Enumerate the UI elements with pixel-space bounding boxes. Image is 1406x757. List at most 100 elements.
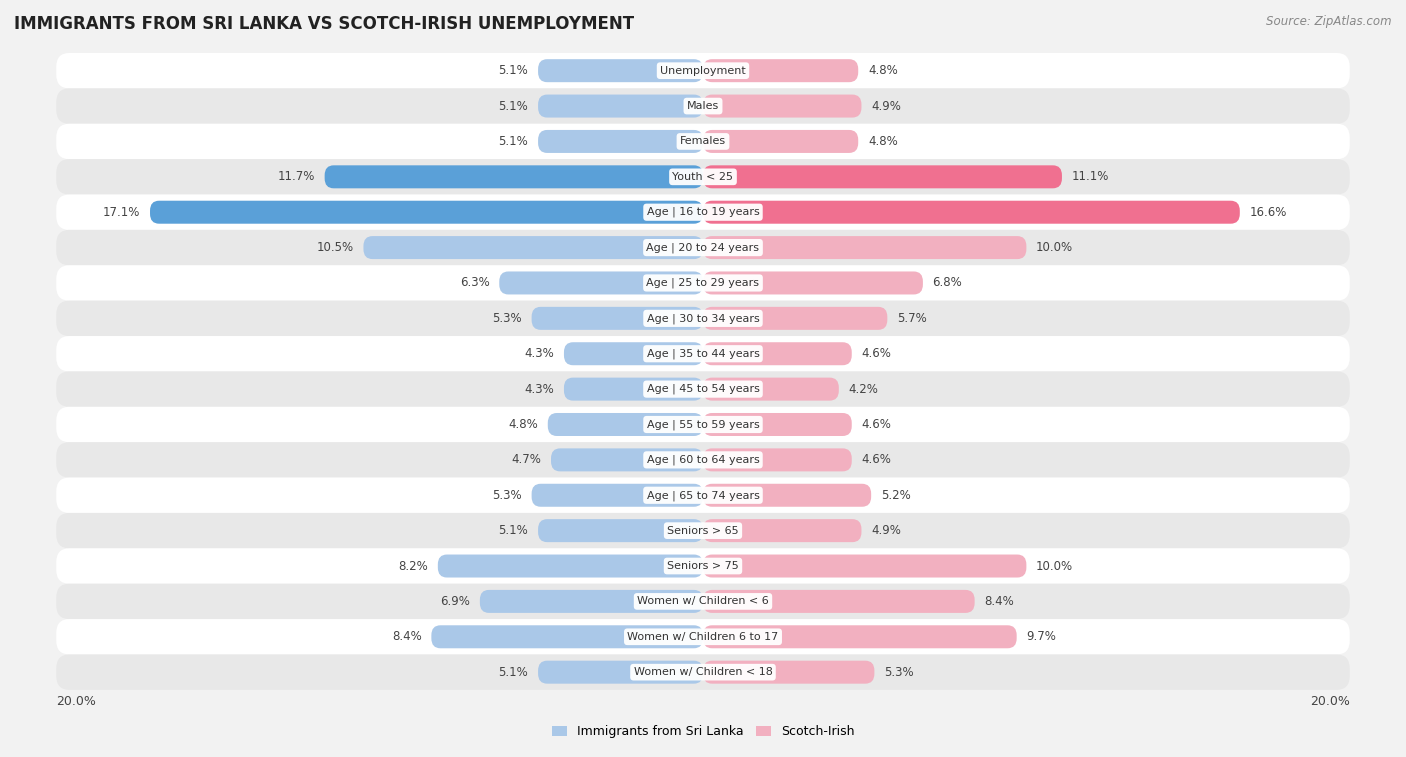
FancyBboxPatch shape bbox=[56, 619, 1350, 655]
Text: Age | 30 to 34 years: Age | 30 to 34 years bbox=[647, 313, 759, 323]
FancyBboxPatch shape bbox=[703, 378, 839, 400]
FancyBboxPatch shape bbox=[703, 130, 858, 153]
FancyBboxPatch shape bbox=[551, 448, 703, 472]
Text: 16.6%: 16.6% bbox=[1250, 206, 1286, 219]
FancyBboxPatch shape bbox=[479, 590, 703, 613]
Text: Males: Males bbox=[688, 101, 718, 111]
Text: Age | 20 to 24 years: Age | 20 to 24 years bbox=[647, 242, 759, 253]
Text: 20.0%: 20.0% bbox=[56, 695, 96, 708]
Text: 8.2%: 8.2% bbox=[398, 559, 429, 572]
FancyBboxPatch shape bbox=[703, 201, 1240, 224]
FancyBboxPatch shape bbox=[56, 442, 1350, 478]
Text: Age | 65 to 74 years: Age | 65 to 74 years bbox=[647, 490, 759, 500]
Text: 10.0%: 10.0% bbox=[1036, 559, 1073, 572]
Text: 4.6%: 4.6% bbox=[862, 453, 891, 466]
Text: 10.0%: 10.0% bbox=[1036, 241, 1073, 254]
FancyBboxPatch shape bbox=[531, 307, 703, 330]
FancyBboxPatch shape bbox=[56, 123, 1350, 159]
Text: Age | 25 to 29 years: Age | 25 to 29 years bbox=[647, 278, 759, 288]
Text: 6.9%: 6.9% bbox=[440, 595, 470, 608]
Text: 5.1%: 5.1% bbox=[499, 64, 529, 77]
FancyBboxPatch shape bbox=[538, 519, 703, 542]
FancyBboxPatch shape bbox=[56, 53, 1350, 89]
FancyBboxPatch shape bbox=[56, 372, 1350, 407]
FancyBboxPatch shape bbox=[703, 625, 1017, 648]
Text: IMMIGRANTS FROM SRI LANKA VS SCOTCH-IRISH UNEMPLOYMENT: IMMIGRANTS FROM SRI LANKA VS SCOTCH-IRIS… bbox=[14, 15, 634, 33]
Text: Women w/ Children 6 to 17: Women w/ Children 6 to 17 bbox=[627, 632, 779, 642]
FancyBboxPatch shape bbox=[703, 413, 852, 436]
FancyBboxPatch shape bbox=[56, 159, 1350, 195]
FancyBboxPatch shape bbox=[432, 625, 703, 648]
FancyBboxPatch shape bbox=[56, 265, 1350, 301]
FancyBboxPatch shape bbox=[56, 230, 1350, 265]
Legend: Immigrants from Sri Lanka, Scotch-Irish: Immigrants from Sri Lanka, Scotch-Irish bbox=[547, 721, 859, 743]
Text: 5.7%: 5.7% bbox=[897, 312, 927, 325]
Text: 17.1%: 17.1% bbox=[103, 206, 141, 219]
FancyBboxPatch shape bbox=[703, 484, 872, 506]
FancyBboxPatch shape bbox=[56, 513, 1350, 548]
Text: 5.1%: 5.1% bbox=[499, 524, 529, 537]
Text: 20.0%: 20.0% bbox=[1310, 695, 1350, 708]
Text: 11.1%: 11.1% bbox=[1071, 170, 1109, 183]
FancyBboxPatch shape bbox=[538, 95, 703, 117]
Text: Unemployment: Unemployment bbox=[661, 66, 745, 76]
FancyBboxPatch shape bbox=[703, 59, 858, 83]
Text: Age | 35 to 44 years: Age | 35 to 44 years bbox=[647, 348, 759, 359]
FancyBboxPatch shape bbox=[56, 407, 1350, 442]
FancyBboxPatch shape bbox=[703, 272, 922, 294]
FancyBboxPatch shape bbox=[56, 478, 1350, 513]
Text: 9.7%: 9.7% bbox=[1026, 631, 1056, 643]
Text: 4.6%: 4.6% bbox=[862, 347, 891, 360]
FancyBboxPatch shape bbox=[703, 661, 875, 684]
Text: Age | 60 to 64 years: Age | 60 to 64 years bbox=[647, 455, 759, 465]
Text: 6.3%: 6.3% bbox=[460, 276, 489, 289]
Text: Seniors > 65: Seniors > 65 bbox=[668, 525, 738, 536]
FancyBboxPatch shape bbox=[56, 89, 1350, 123]
FancyBboxPatch shape bbox=[56, 301, 1350, 336]
FancyBboxPatch shape bbox=[56, 584, 1350, 619]
FancyBboxPatch shape bbox=[703, 342, 852, 365]
Text: Youth < 25: Youth < 25 bbox=[672, 172, 734, 182]
Text: 5.2%: 5.2% bbox=[880, 489, 911, 502]
FancyBboxPatch shape bbox=[703, 307, 887, 330]
Text: 4.7%: 4.7% bbox=[512, 453, 541, 466]
Text: 4.6%: 4.6% bbox=[862, 418, 891, 431]
FancyBboxPatch shape bbox=[538, 661, 703, 684]
FancyBboxPatch shape bbox=[538, 130, 703, 153]
Text: 5.3%: 5.3% bbox=[884, 665, 914, 679]
Text: Age | 45 to 54 years: Age | 45 to 54 years bbox=[647, 384, 759, 394]
Text: Seniors > 75: Seniors > 75 bbox=[666, 561, 740, 571]
Text: Women w/ Children < 6: Women w/ Children < 6 bbox=[637, 597, 769, 606]
FancyBboxPatch shape bbox=[531, 484, 703, 506]
FancyBboxPatch shape bbox=[703, 165, 1062, 188]
Text: 5.3%: 5.3% bbox=[492, 489, 522, 502]
Text: 10.5%: 10.5% bbox=[316, 241, 354, 254]
FancyBboxPatch shape bbox=[499, 272, 703, 294]
Text: 8.4%: 8.4% bbox=[984, 595, 1014, 608]
FancyBboxPatch shape bbox=[325, 165, 703, 188]
FancyBboxPatch shape bbox=[703, 95, 862, 117]
FancyBboxPatch shape bbox=[56, 548, 1350, 584]
Text: 11.7%: 11.7% bbox=[277, 170, 315, 183]
FancyBboxPatch shape bbox=[564, 342, 703, 365]
Text: 4.3%: 4.3% bbox=[524, 347, 554, 360]
Text: 5.1%: 5.1% bbox=[499, 665, 529, 679]
FancyBboxPatch shape bbox=[548, 413, 703, 436]
Text: Women w/ Children < 18: Women w/ Children < 18 bbox=[634, 667, 772, 678]
FancyBboxPatch shape bbox=[363, 236, 703, 259]
FancyBboxPatch shape bbox=[703, 555, 1026, 578]
Text: 4.9%: 4.9% bbox=[872, 100, 901, 113]
Text: 5.3%: 5.3% bbox=[492, 312, 522, 325]
Text: 8.4%: 8.4% bbox=[392, 631, 422, 643]
FancyBboxPatch shape bbox=[703, 448, 852, 472]
Text: 4.8%: 4.8% bbox=[509, 418, 538, 431]
Text: 4.8%: 4.8% bbox=[868, 135, 897, 148]
Text: 4.3%: 4.3% bbox=[524, 382, 554, 396]
FancyBboxPatch shape bbox=[56, 336, 1350, 372]
FancyBboxPatch shape bbox=[703, 590, 974, 613]
FancyBboxPatch shape bbox=[564, 378, 703, 400]
FancyBboxPatch shape bbox=[56, 195, 1350, 230]
FancyBboxPatch shape bbox=[538, 59, 703, 83]
FancyBboxPatch shape bbox=[703, 519, 862, 542]
Text: Age | 55 to 59 years: Age | 55 to 59 years bbox=[647, 419, 759, 430]
